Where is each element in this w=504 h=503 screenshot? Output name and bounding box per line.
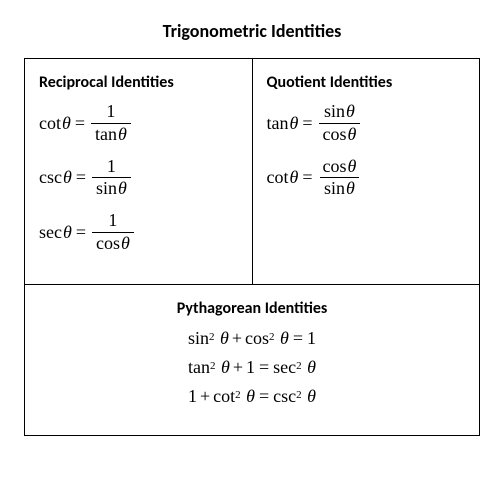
denominator: cosθ [319,123,361,145]
numerator: cosθ [319,157,361,178]
equals: = [289,328,307,349]
theta: θ [289,113,299,134]
quotient-cell: Quotient Identities tanθ = sinθ cosθ cot… [253,59,480,285]
reciprocal-eq-3: secθ = 1 cosθ [39,211,238,254]
reciprocal-eq-1: cotθ = 1 tanθ [39,102,238,145]
fn-label: tan [267,113,289,134]
theta: θ [219,328,229,349]
fn-label: cot [39,113,61,134]
rhs-const: 1 [307,328,316,349]
pythagorean-title: Pythagorean Identities [39,299,465,318]
squared: 2 [210,360,216,372]
const: 1 [188,386,197,407]
quotient-eq-1: tanθ = sinθ cosθ [267,102,466,145]
fraction: sinθ cosθ [319,102,361,145]
theta: θ [61,113,71,134]
fraction: 1 tanθ [91,102,131,145]
squared: 2 [296,389,302,401]
equals: = [72,222,90,243]
fraction: 1 sinθ [92,157,131,200]
fn-label: csc [39,167,62,188]
theta: θ [289,167,299,188]
fn-label: sec [39,222,62,243]
squared: 2 [209,331,215,343]
denominator: sinθ [320,177,359,199]
pythagorean-eq-3: 1 + cot2 θ = csc2 θ [39,386,465,407]
theta: θ [279,328,289,349]
denominator: cosθ [92,232,134,254]
theta: θ [220,357,230,378]
top-row: Reciprocal Identities cotθ = 1 tanθ cscθ… [25,59,479,285]
quotient-title: Quotient Identities [267,73,466,92]
denominator: sinθ [92,177,131,199]
theta: θ [306,357,316,378]
pythagorean-eq-2: tan2 θ + 1 = sec2 θ [39,357,465,378]
quotient-eq-2: cotθ = cosθ sinθ [267,157,466,200]
squared: 2 [269,331,275,343]
fn-label: sec [273,357,296,378]
numerator: sinθ [320,102,359,123]
plus: + [230,357,246,378]
fraction: cosθ sinθ [319,157,361,200]
theta: θ [245,386,255,407]
squared: 2 [296,360,302,372]
numerator: 1 [102,102,119,123]
reciprocal-title: Reciprocal Identities [39,73,238,92]
equals: = [72,167,90,188]
fn-label: sin [188,328,209,349]
reciprocal-eq-2: cscθ = 1 sinθ [39,157,238,200]
fn-label: cot [267,167,289,188]
plus: + [197,386,213,407]
numerator: 1 [104,211,121,232]
pythagorean-cell: Pythagorean Identities sin2 θ + cos2 θ =… [25,285,479,435]
equals: = [255,357,273,378]
theta: θ [62,222,72,243]
denominator: tanθ [91,123,131,145]
squared: 2 [235,389,241,401]
const: 1 [246,357,255,378]
fn-label: tan [188,357,210,378]
theta: θ [306,386,316,407]
theta: θ [62,167,72,188]
equals: = [255,386,273,407]
numerator: 1 [103,157,120,178]
fn-label: csc [273,386,296,407]
equals: = [71,113,89,134]
fn-label: cot [213,386,235,407]
identities-table: Reciprocal Identities cotθ = 1 tanθ cscθ… [24,58,480,436]
fraction: 1 cosθ [92,211,134,254]
fn-label: cos [245,328,269,349]
plus: + [229,328,245,349]
pythagorean-eq-1: sin2 θ + cos2 θ = 1 [39,328,465,349]
page-title: Trigonometric Identities [24,20,480,42]
equals: = [298,167,316,188]
equals: = [298,113,316,134]
reciprocal-cell: Reciprocal Identities cotθ = 1 tanθ cscθ… [25,59,253,285]
